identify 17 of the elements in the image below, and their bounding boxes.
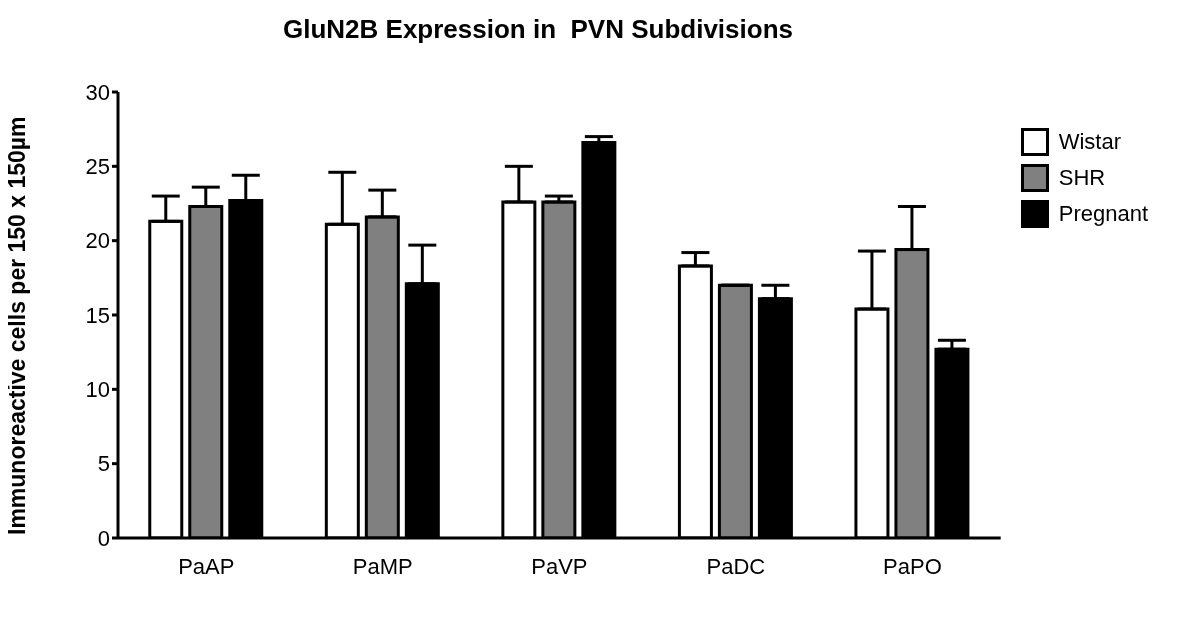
y-tick-label: 15 (85, 302, 110, 328)
y-tick-label: 0 (97, 525, 110, 551)
x-tick-label: PaAP (178, 553, 235, 579)
y-tick-label: 25 (85, 154, 110, 180)
x-tick-label: PaPO (883, 553, 942, 579)
legend-label: Pregnant (1058, 201, 1148, 227)
y-tick-label: 5 (97, 451, 110, 477)
x-tick-label: PaDC (706, 553, 766, 579)
x-tick-label: PaMP (352, 553, 413, 579)
y-tick-label: 30 (85, 79, 110, 105)
legend-label: Wistar (1058, 129, 1122, 155)
legend-label: SHR (1058, 165, 1106, 191)
x-tick-label: PaVP (531, 553, 588, 579)
chart-title: GluN2B Expression in PVN Subdivisions (282, 14, 794, 45)
y-tick-label: 20 (85, 228, 110, 254)
y-tick-label: 10 (85, 377, 110, 403)
y-axis-title: Immunoreactive cells per 150 x 150µm (4, 116, 31, 535)
